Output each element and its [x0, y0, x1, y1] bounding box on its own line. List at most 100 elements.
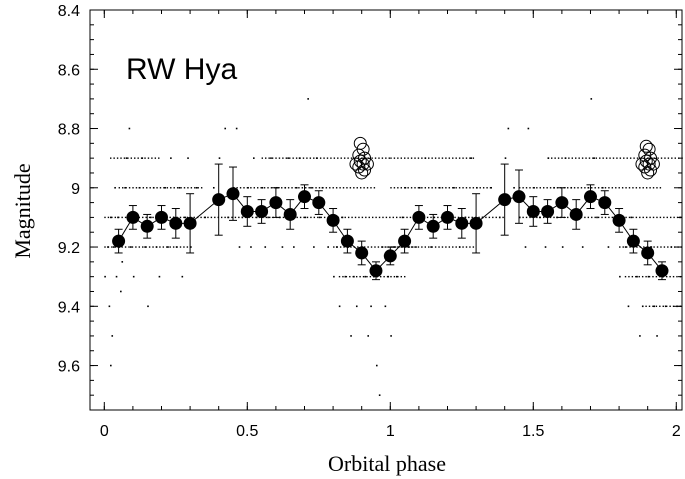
observation-dot [114, 186, 116, 189]
observation-dot [642, 216, 644, 219]
observation-dot [104, 275, 106, 278]
observation-dot [120, 157, 122, 159]
observation-dot [265, 157, 267, 159]
mean-point [297, 190, 311, 204]
observation-dot [573, 187, 576, 189]
mean-point [226, 187, 240, 201]
observation-dot [431, 246, 433, 248]
observation-dot [605, 157, 608, 159]
observation-dot [293, 246, 295, 248]
observation-dot [557, 157, 560, 159]
observation-dot [430, 216, 432, 219]
observation-dot [363, 187, 365, 189]
observation-dot [522, 187, 524, 189]
observation-dot [536, 187, 538, 189]
observation-dot [636, 157, 639, 159]
y-tick-label: 9.6 [58, 359, 80, 376]
observation-dot [643, 246, 645, 248]
x-tick-label: 2 [672, 423, 681, 440]
observation-dot [120, 290, 122, 293]
x-axis-label: Orbital phase [328, 451, 446, 476]
observation-dot [250, 187, 252, 189]
observation-dot [175, 246, 178, 248]
observation-dot [371, 216, 374, 219]
observation-dot [518, 216, 521, 219]
observation-dot [333, 246, 335, 248]
observation-dot [490, 186, 492, 189]
observation-dot [570, 186, 573, 189]
observation-dot [158, 275, 161, 278]
observation-dot [390, 275, 392, 278]
observation-dot [169, 246, 171, 248]
observation-dot [350, 335, 352, 337]
observation-dot [156, 187, 158, 189]
observation-dot [622, 246, 624, 248]
observation-dot [150, 216, 152, 219]
observation-dot [631, 275, 634, 278]
observation-dot [282, 157, 284, 159]
observation-dot [108, 305, 111, 308]
observation-dot [338, 305, 341, 308]
observation-dot [656, 335, 658, 337]
observation-dot [212, 186, 215, 189]
observation-dot [667, 157, 670, 159]
observation-dot [525, 187, 528, 189]
observation-dot [158, 157, 160, 159]
observation-dot [350, 157, 353, 159]
observation-dot [263, 187, 266, 189]
observation-dot [543, 187, 545, 189]
observation-dot [319, 157, 322, 159]
observation-dot [421, 246, 423, 248]
observation-dot [385, 157, 387, 159]
observation-dot [147, 305, 149, 308]
observation-dot [426, 216, 429, 219]
observation-dot [486, 187, 488, 189]
observation-dot [397, 246, 399, 248]
mean-point [126, 210, 140, 224]
observation-dot [611, 216, 614, 219]
observation-dot [588, 157, 591, 159]
observation-dot [400, 157, 402, 159]
observation-dot [299, 216, 302, 219]
observation-dot [448, 187, 451, 189]
observation-dot [134, 157, 136, 159]
observation-dot [363, 246, 366, 248]
observation-dot [549, 216, 552, 219]
observation-dot [261, 186, 264, 189]
observation-dot [298, 157, 301, 159]
observation-dot [414, 246, 416, 248]
observation-dot [207, 216, 209, 219]
observation-dot [663, 246, 666, 248]
observation-dot [400, 246, 402, 248]
observation-dot [676, 216, 679, 219]
observation-dot [281, 187, 283, 189]
observation-dot [553, 186, 555, 189]
observation-dot [366, 275, 368, 278]
observation-dot [346, 187, 348, 189]
observation-dot [311, 187, 314, 189]
observation-dot [183, 246, 185, 248]
observation-dot [539, 216, 541, 219]
observation-dot [635, 275, 637, 278]
observation-dot [464, 216, 467, 219]
observation-dot [200, 187, 203, 189]
observation-dot [269, 216, 271, 219]
observation-dot [629, 246, 631, 248]
observation-dot [498, 216, 501, 219]
observation-dot [404, 157, 406, 159]
observation-dot [406, 216, 408, 219]
observation-dot [458, 157, 461, 159]
observation-dot [539, 187, 541, 189]
observation-dot [381, 157, 384, 159]
observation-dot [580, 187, 583, 189]
observation-dot [628, 187, 631, 189]
observation-dot [190, 246, 192, 248]
outlier-circle [349, 157, 363, 171]
observation-dot [330, 157, 332, 159]
observation-dot [607, 246, 610, 248]
observation-dot [152, 186, 155, 189]
observation-dot [278, 157, 281, 159]
observation-dot [261, 157, 263, 159]
observation-dot [190, 187, 193, 189]
observation-dot [390, 187, 392, 189]
